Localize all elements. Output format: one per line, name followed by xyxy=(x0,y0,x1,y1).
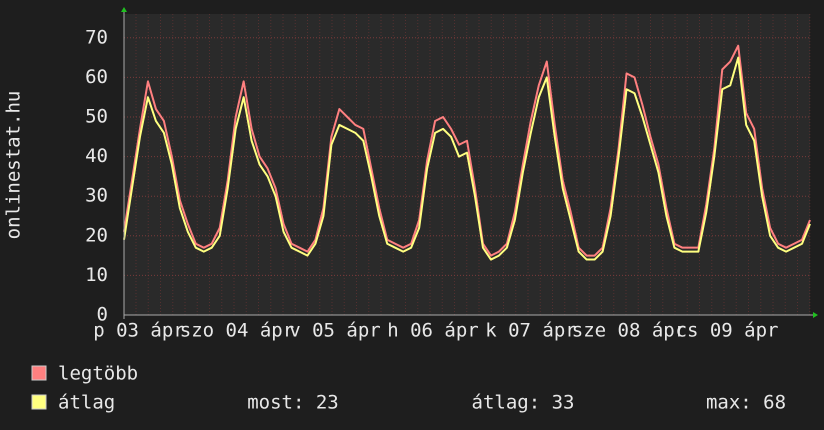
stat: átlag: 33 xyxy=(472,392,575,414)
x-tick-label: v 05 ápr xyxy=(289,320,381,342)
series-line xyxy=(123,56,811,261)
x-tick-label: sze 08 ápr xyxy=(572,320,686,342)
x-arrow xyxy=(813,312,818,318)
legend-label: átlag xyxy=(58,392,115,414)
x-tick-label: h 06 ápr xyxy=(387,320,479,342)
legend-swatch xyxy=(31,394,47,410)
series-line xyxy=(123,44,811,257)
y-tick-label: 20 xyxy=(85,224,108,246)
y-tick-label: 0 xyxy=(97,304,108,326)
y-tick-label: 70 xyxy=(85,26,108,48)
y-tick-label: 60 xyxy=(85,66,108,88)
y-tick-label: 50 xyxy=(85,106,108,128)
stat: most: 23 xyxy=(247,392,339,414)
legend-label: legtöbb xyxy=(58,363,138,385)
x-tick-label: p 03 ápr xyxy=(93,320,185,342)
stat: max: 68 xyxy=(706,392,786,414)
y-arrow xyxy=(121,7,127,12)
x-tick-label: k 07 ápr xyxy=(485,320,577,342)
x-tick-label: szo 04 ápr xyxy=(180,320,294,342)
y-tick-label: 30 xyxy=(85,185,108,207)
legend-swatch xyxy=(31,365,47,381)
y-tick-label: 40 xyxy=(85,145,108,167)
y-tick-label: 10 xyxy=(85,264,108,286)
x-tick-label: cs 09 ápr xyxy=(676,320,779,342)
y-axis-label: onlinestat.hu xyxy=(3,91,25,240)
